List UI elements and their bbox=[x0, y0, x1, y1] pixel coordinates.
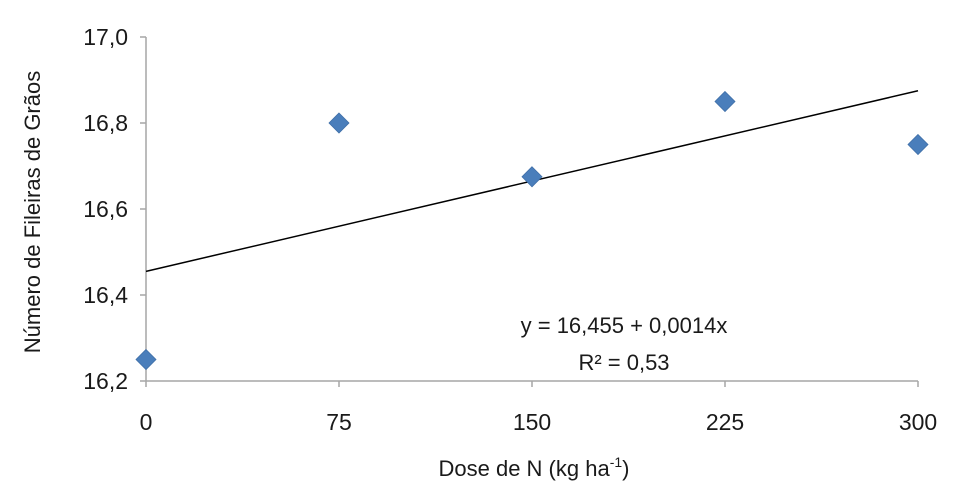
x-axis-title-suffix: ) bbox=[622, 456, 629, 481]
x-tick-label: 150 bbox=[513, 409, 551, 435]
x-axis-title-superscript: -1 bbox=[610, 454, 623, 470]
y-axis-ticks: 16,2 16,4 16,6 16,8 17,0 bbox=[83, 24, 146, 394]
x-tick-label: 300 bbox=[899, 409, 937, 435]
y-tick-label: 16,2 bbox=[83, 368, 128, 394]
x-tick-label: 75 bbox=[326, 409, 352, 435]
x-tick-label: 225 bbox=[706, 409, 744, 435]
y-tick-label: 16,6 bbox=[83, 196, 128, 222]
x-axis-ticks: 0 75 150 225 300 bbox=[140, 381, 937, 435]
trendline-equation: y = 16,455 + 0,0014x bbox=[521, 313, 728, 338]
y-axis-title: Número de Fileiras de Grãos bbox=[20, 71, 45, 353]
data-point-marker bbox=[714, 90, 736, 113]
data-points bbox=[135, 90, 929, 371]
r-squared-label: R² = 0,53 bbox=[578, 350, 669, 375]
x-axis-title-main: Dose de N (kg ha bbox=[439, 456, 611, 481]
data-point-marker bbox=[907, 133, 929, 156]
x-axis-title: Dose de N (kg ha-1) bbox=[439, 454, 630, 481]
y-tick-label: 17,0 bbox=[83, 24, 128, 50]
data-point-marker bbox=[521, 166, 543, 188]
y-tick-label: 16,8 bbox=[83, 110, 128, 136]
data-point-marker bbox=[328, 112, 350, 134]
x-tick-label: 0 bbox=[140, 409, 153, 435]
data-point-marker bbox=[135, 348, 157, 371]
y-tick-label: 16,4 bbox=[83, 282, 128, 308]
